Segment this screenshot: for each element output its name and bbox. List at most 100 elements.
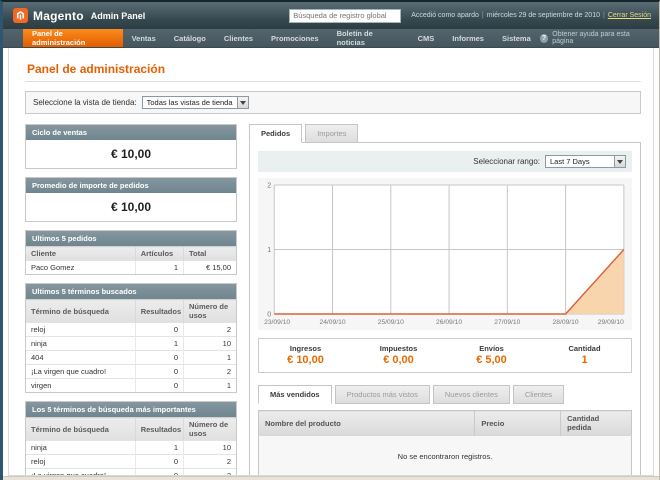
column-header[interactable]: Total	[182, 246, 236, 261]
nav-item-promociones[interactable]: Promociones	[271, 33, 319, 43]
app-header: Magento Admin Panel Accedió como apardo|…	[3, 2, 659, 29]
tab-importes[interactable]: Importes	[305, 124, 359, 143]
column-header[interactable]: Nombre del producto	[258, 410, 475, 436]
top-search-terms-box: Los 5 términos de búsqueda más important…	[25, 401, 237, 475]
footer-strip	[3, 476, 659, 480]
table-row: Paco Gomez 1 € 15,00	[26, 260, 236, 274]
metric-cantidad: Cantidad 1	[538, 344, 631, 366]
tab-mas-vendidos[interactable]: Más vendidos	[258, 385, 332, 404]
table-row: reloj 0 2	[26, 454, 236, 469]
svg-text:2: 2	[267, 183, 271, 190]
average-order-box: Promedio de importe de pedidos € 10,00	[25, 177, 237, 222]
top-search-terms-title: Los 5 términos de búsqueda más important…	[26, 402, 236, 417]
store-switcher-bar: Seleccione la vista de tienda: Todas las…	[25, 91, 641, 114]
metric-envios: Envíos € 5,00	[445, 344, 538, 366]
nav-item-clientes[interactable]: Clientes	[223, 33, 254, 43]
column-header[interactable]: Cantidad pedida	[560, 410, 632, 436]
sales-cycle-title: Ciclo de ventas	[26, 125, 236, 140]
average-order-title: Promedio de importe de pedidos	[26, 178, 236, 193]
dashboard-sidebar: Ciclo de ventas € 10,00 Promedio de impo…	[25, 124, 237, 475]
last-search-terms-box: Ultimos 5 términos buscados Término de b…	[25, 283, 237, 393]
nav-item-ventas[interactable]: Ventas	[131, 33, 156, 43]
logo-suffix: Admin Panel	[90, 10, 146, 21]
column-header[interactable]: Número de usos	[182, 417, 236, 441]
svg-text:24/09/10: 24/09/10	[319, 319, 345, 326]
nav-item-catalogo[interactable]: Catálogo	[173, 33, 206, 43]
orders-area-chart: 0 1 2 23/09/10 24/09/10 25/09/10 26/09/10 27/09…	[258, 178, 632, 330]
table-row: ¡La virgen que cuadro! 0 2	[26, 468, 236, 475]
range-select[interactable]: Last 7 Days	[545, 155, 626, 168]
tab-pedidos[interactable]: Pedidos	[249, 124, 303, 143]
svg-text:27/09/10: 27/09/10	[494, 319, 520, 326]
orders-panel: Seleccionar rango: Last 7 Days 0 1 2 23/09/…	[249, 142, 641, 475]
table-row: reloj 0 2	[26, 322, 236, 337]
table-row: 404 0 1	[26, 350, 236, 365]
svg-text:0: 0	[267, 312, 271, 319]
nav-item-informes[interactable]: Informes	[452, 33, 484, 43]
range-label: Seleccionar rango:	[473, 157, 540, 166]
user-info: Accedió como apardo | miércoles 29 de sept…	[411, 12, 651, 19]
table-row: ninja 1 10	[26, 336, 236, 351]
table-row: virgen 0 1	[26, 378, 236, 392]
page-content: Panel de administración Seleccione la vi…	[8, 48, 654, 476]
column-header[interactable]: Número de usos	[182, 299, 236, 323]
metric-label: Ingresos	[289, 344, 322, 353]
magento-logo-icon	[13, 8, 28, 23]
svg-text:1: 1	[267, 247, 271, 254]
nav-item-dashboard[interactable]: Panel de administración	[23, 29, 123, 47]
column-header[interactable]: Término de búsqueda	[26, 299, 136, 323]
help-icon: ?	[539, 33, 549, 43]
column-header[interactable]: Precio	[474, 410, 561, 436]
metric-label: Impuestos	[379, 344, 418, 353]
metric-ingresos: Ingresos € 10,00	[259, 344, 352, 366]
tab-nuevos-clientes[interactable]: Nuevos clientes	[432, 385, 510, 404]
sales-cycle-box: Ciclo de ventas € 10,00	[25, 124, 237, 169]
store-view-value: Todas las vistas de tienda	[146, 98, 233, 107]
metric-impuestos: Impuestos € 0,00	[352, 344, 445, 366]
last-orders-box: Ultimos 5 pedidos Cliente Artículos Tota…	[25, 230, 237, 275]
nav-item-boletin[interactable]: Boletín de noticias	[336, 29, 373, 47]
chevron-down-icon	[614, 156, 625, 167]
column-header[interactable]: Resultados	[134, 417, 184, 441]
logged-in-as: Accedió como apardo	[411, 12, 479, 19]
average-order-value: € 10,00	[110, 200, 152, 214]
column-header[interactable]: Artículos	[134, 246, 184, 261]
nav-item-cms[interactable]: CMS	[417, 33, 435, 43]
help-link[interactable]: ? Obtener ayuda para esta página	[539, 29, 659, 47]
svg-text:23/09/10: 23/09/10	[264, 319, 290, 326]
help-label: Obtener ayuda para esta página	[552, 31, 630, 45]
empty-row: No se encontraron registros.	[258, 435, 632, 475]
main-nav: Panel de administración Ventas Catálogo …	[3, 29, 659, 48]
current-date: miércoles 29 de septiembre de 2010	[486, 12, 600, 19]
magento-logo[interactable]: Magento Admin Panel	[13, 8, 145, 23]
last-search-terms-table: Término de búsqueda Resultados Número de…	[26, 299, 236, 392]
sales-cycle-value: € 10,00	[110, 147, 152, 161]
products-tabs: Más vendidos Productos más vistos Nuevos…	[258, 385, 632, 404]
separator: |	[481, 12, 484, 19]
page-title: Panel de administración	[25, 58, 641, 82]
nav-item-sistema[interactable]: Sistema	[501, 33, 531, 43]
store-view-select[interactable]: Todas las vistas de tienda	[141, 96, 249, 109]
table-row: ¡La virgen que cuadro! 0 2	[26, 364, 236, 379]
svg-text:25/09/10: 25/09/10	[378, 319, 404, 326]
svg-text:29/09/10: 29/09/10	[598, 319, 624, 326]
chevron-down-icon	[236, 97, 248, 108]
column-header[interactable]: Cliente	[26, 246, 136, 261]
metric-label: Cantidad	[568, 344, 601, 353]
logout-link[interactable]: Cerrar Sesión	[607, 12, 651, 19]
last-orders-table: Cliente Artículos Total Paco Gomez 1 € 15,…	[26, 246, 236, 274]
svg-text:26/09/10: 26/09/10	[436, 319, 462, 326]
tab-productos-mas-vistos[interactable]: Productos más vistos	[334, 385, 430, 404]
table-row: ninja 1 10	[26, 440, 236, 455]
separator: |	[602, 12, 605, 19]
global-search-input[interactable]	[289, 8, 402, 23]
metric-label: Envíos	[479, 344, 504, 353]
last-search-terms-title: Ultimos 5 términos buscados	[26, 284, 236, 299]
diagram-tabs: Pedidos Importes	[249, 124, 641, 143]
column-header[interactable]: Resultados	[134, 299, 184, 323]
range-bar: Seleccionar rango: Last 7 Days	[258, 151, 632, 172]
metrics-row: Ingresos € 10,00 Impuestos € 0,00 Envíos…	[258, 338, 632, 373]
orders-chart-svg: 0 1 2 23/09/10 24/09/10 25/09/10 26/09/10 27/09…	[264, 183, 625, 326]
tab-clientes[interactable]: Clientes	[512, 385, 564, 404]
column-header[interactable]: Término de búsqueda	[26, 417, 136, 441]
